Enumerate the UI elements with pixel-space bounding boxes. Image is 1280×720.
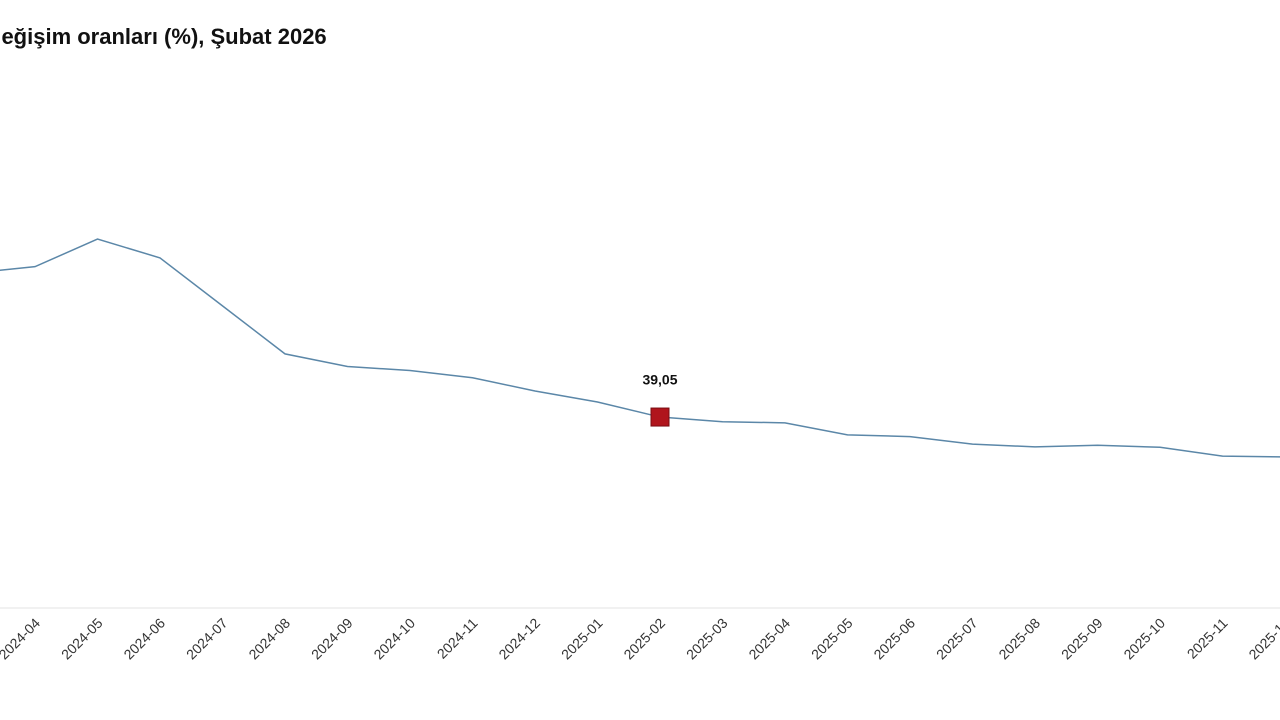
x-tick-label: 2024-04 — [0, 615, 43, 663]
chart-title: değişim oranları (%), Şubat 2026 — [0, 24, 327, 49]
x-tick-label: 2025-02 — [620, 615, 668, 663]
x-tick-label: 2024-11 — [434, 615, 481, 662]
x-tick-label: 2024-06 — [120, 615, 168, 663]
x-tick-label: 2025-08 — [995, 615, 1043, 663]
x-tick-label: 2025-11 — [1184, 615, 1231, 662]
x-tick-label: 2024-12 — [495, 615, 543, 663]
data-label: 39,05 — [642, 372, 677, 388]
x-tick-label: 2025-03 — [683, 615, 731, 663]
x-tick-label: 2024-05 — [58, 615, 106, 663]
x-tick-label: 2025-01 — [558, 615, 606, 663]
x-tick-label: 2025-09 — [1058, 615, 1106, 663]
x-tick-label: 2025-06 — [870, 615, 918, 663]
x-tick-label: 2025-12 — [1245, 615, 1280, 663]
highlight-marker — [650, 407, 670, 427]
x-tick-label: 2025-07 — [933, 615, 981, 663]
x-tick-label: 2024-08 — [245, 615, 293, 663]
x-tick-label: 2025-05 — [808, 615, 856, 663]
x-tick-label: 2025-10 — [1120, 615, 1168, 663]
x-tick-label: 2024-10 — [370, 615, 418, 663]
x-tick-label: 2024-09 — [308, 615, 356, 663]
x-tick-label: 2024-07 — [183, 615, 231, 663]
x-tick-label: 2025-04 — [745, 615, 793, 663]
data-line — [0, 238, 1280, 458]
